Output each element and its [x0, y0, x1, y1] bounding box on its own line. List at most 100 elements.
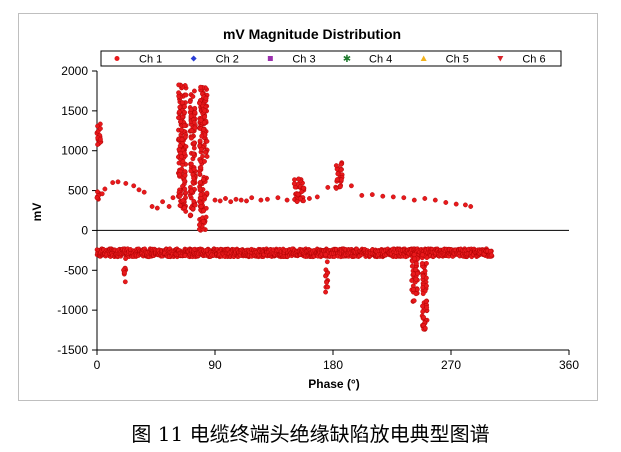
data-point: [136, 187, 142, 193]
data-point: [201, 127, 207, 132]
data-point: [359, 192, 365, 198]
data-point: [295, 191, 301, 197]
data-point: [249, 195, 255, 201]
data-point: [333, 185, 339, 191]
y-tick-label: -1000: [57, 303, 88, 317]
data-point: [323, 252, 329, 258]
data-point: [99, 191, 105, 197]
data-point: [182, 104, 188, 110]
y-tick-label: 1000: [61, 144, 88, 158]
data-point: [348, 183, 354, 189]
legend-marker-triangle-down-icon: [497, 56, 504, 62]
data-point: [94, 195, 100, 201]
data-point: [338, 162, 344, 167]
data-point: [179, 100, 185, 106]
data-point: [178, 119, 184, 124]
data-point: [191, 175, 197, 181]
data-point: [233, 196, 239, 202]
data-point: [197, 179, 203, 185]
data-point: [314, 194, 320, 200]
data-point: [182, 110, 188, 115]
data-point: [420, 291, 426, 297]
data-point: [176, 90, 182, 96]
data-point: [201, 177, 207, 183]
data-point: [325, 284, 331, 290]
data-point: [181, 150, 187, 156]
data-point: [443, 200, 449, 205]
data-point: [297, 196, 303, 202]
data-point: [296, 176, 301, 182]
data-point: [198, 192, 204, 198]
data-point: [410, 286, 416, 292]
data-point: [182, 178, 188, 184]
data-point: [188, 188, 194, 194]
data-point: [335, 171, 341, 177]
data-point: [201, 120, 207, 126]
legend: Ch 1 Ch 2 Ch 3 ✱ Ch 4 Ch 5 Ch 6: [100, 50, 562, 67]
data-point: [191, 166, 197, 172]
data-point: [197, 138, 203, 144]
data-point: [196, 222, 202, 228]
x-tick-label: 180: [323, 358, 343, 372]
data-point: [323, 289, 328, 295]
data-point: [369, 192, 375, 198]
legend-marker-triangle-up-icon: [420, 55, 427, 61]
data-point: [197, 100, 202, 106]
data-point: [202, 108, 208, 114]
legend-marker-square-icon: [267, 56, 273, 61]
data-point: [380, 193, 386, 199]
data-point: [115, 179, 121, 185]
y-tick-label: 1500: [61, 104, 88, 118]
data-point: [187, 212, 193, 218]
data-point: [182, 134, 188, 140]
data-point: [198, 84, 204, 90]
data-point: [453, 201, 459, 207]
data-point: [95, 142, 101, 147]
data-point: [203, 95, 209, 101]
data-point: [190, 206, 196, 212]
data-point: [181, 123, 187, 129]
data-point: [411, 252, 417, 258]
data-point: [182, 186, 188, 192]
data-point: [98, 126, 103, 132]
data-point: [187, 99, 193, 105]
data-point: [180, 197, 186, 203]
data-point: [188, 135, 194, 141]
data-point: [413, 291, 419, 297]
data-point: [179, 137, 185, 142]
data-point: [420, 252, 425, 258]
data-point: [180, 159, 186, 165]
data-point: [423, 298, 429, 304]
data-point: [202, 114, 208, 120]
data-point: [204, 190, 210, 196]
data-point: [468, 204, 474, 209]
data-point: [291, 181, 297, 187]
data-point: [462, 202, 468, 208]
data-point: [188, 107, 194, 113]
data-point: [337, 184, 343, 190]
data-point: [98, 136, 103, 142]
data-point: [424, 305, 430, 310]
x-tick-label: 360: [559, 358, 579, 372]
data-point: [217, 198, 223, 204]
data-point: [424, 260, 429, 266]
data-point: [190, 94, 196, 99]
data-point: [201, 208, 207, 214]
y-tick-label: -500: [64, 263, 88, 277]
data-point: [183, 208, 189, 214]
data-point: [110, 180, 116, 186]
data-point: [198, 204, 204, 209]
data-point: [190, 151, 196, 157]
data-point: [413, 276, 419, 282]
data-point: [401, 195, 407, 201]
data-point: [191, 140, 197, 146]
data-point: [192, 110, 198, 115]
x-axis-label: Phase (°): [308, 377, 359, 391]
chart-area: mV Magnitude Distribution Ch 1 Ch 2 Ch 3 ✱ C…: [30, 26, 579, 391]
data-point: [199, 146, 204, 152]
data-point: [177, 172, 182, 178]
data-point: [188, 113, 194, 119]
data-point: [204, 154, 210, 159]
data-point: [177, 193, 183, 199]
data-point: [412, 256, 417, 262]
